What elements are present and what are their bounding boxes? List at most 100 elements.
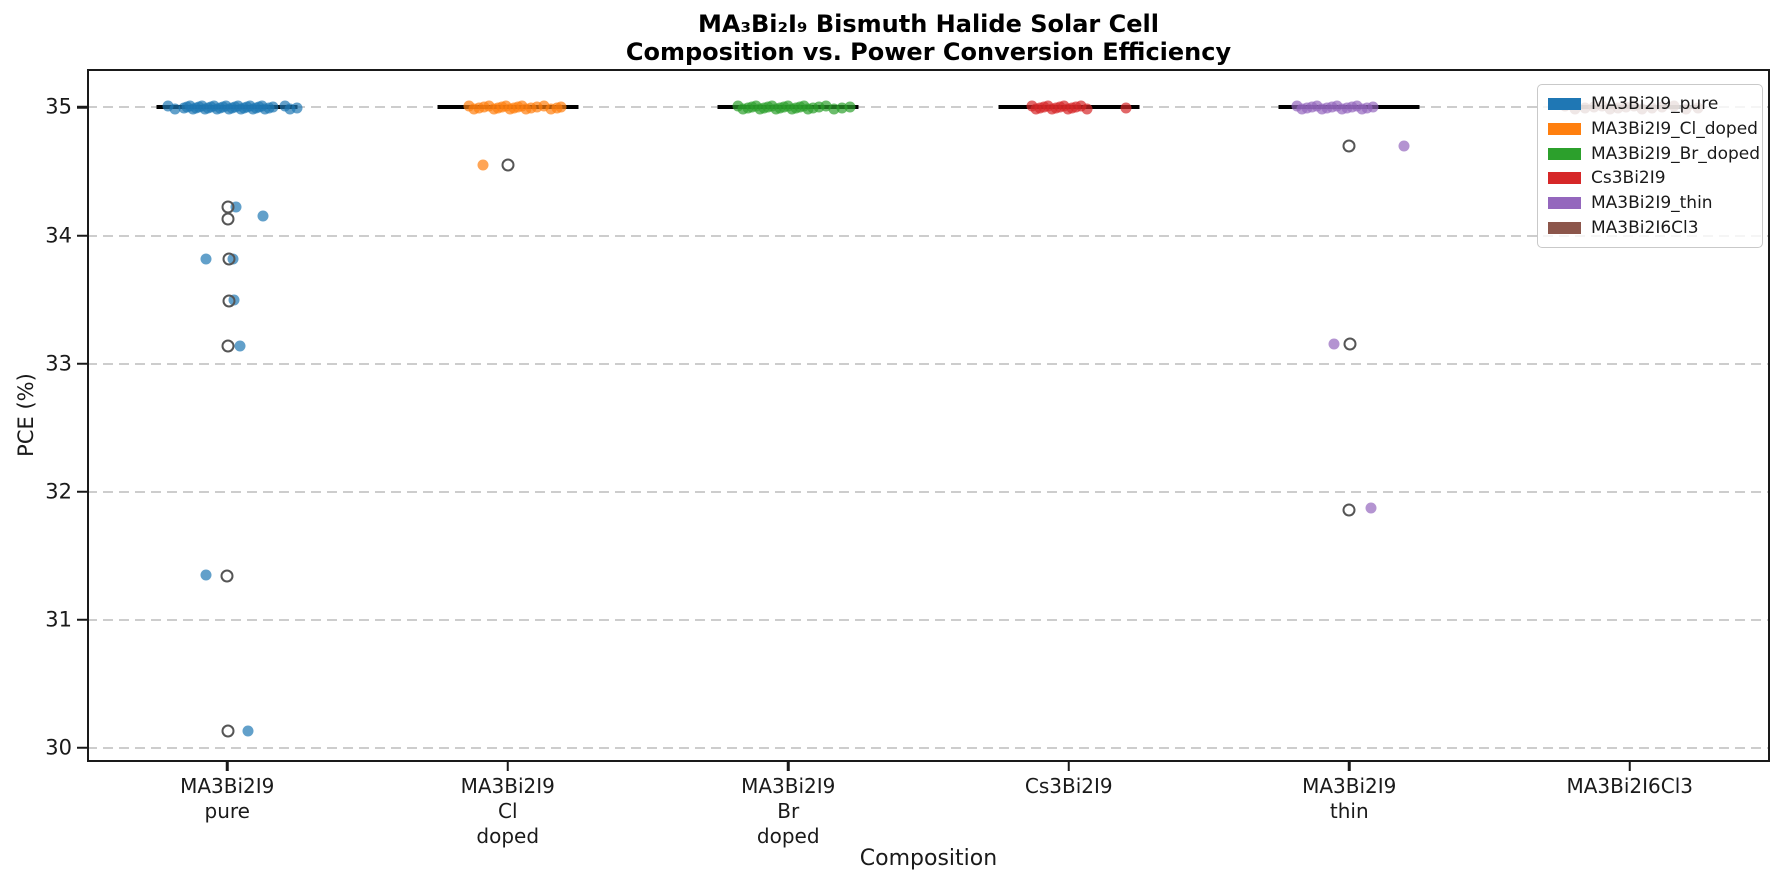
- y-tick-label: 31: [45, 607, 72, 632]
- x-tick-label-line: Cl: [497, 799, 518, 823]
- data-point: [1367, 101, 1379, 113]
- open-marker: [221, 724, 235, 738]
- data-point: [555, 101, 567, 113]
- data-point: [1120, 102, 1132, 114]
- x-tick-label: MA3Bi2I9 thin: [1239, 774, 1459, 824]
- data-point-outlier: [1398, 140, 1410, 152]
- y-tick-label: 34: [45, 223, 72, 248]
- data-point: [1075, 100, 1087, 112]
- legend-swatch: [1548, 196, 1581, 209]
- data-point: [291, 102, 303, 114]
- x-tick-label: MA3Bi2I9 pure: [117, 774, 337, 824]
- gridline: [87, 746, 1770, 749]
- data-point: [836, 102, 848, 114]
- x-tick-label-line: Cs3Bi2I9: [1024, 774, 1113, 798]
- data-point: [813, 101, 825, 113]
- data-point-outlier: [230, 201, 242, 213]
- x-tick-label-line: MA3Bi2I9: [1302, 774, 1397, 798]
- open-marker: [501, 158, 515, 172]
- x-tick-label-line: MA3Bi2I6Cl3: [1566, 774, 1694, 798]
- data-point: [844, 101, 856, 113]
- chart-title-line2: Composition vs. Power Conversion Efficie…: [625, 38, 1232, 66]
- open-marker: [222, 294, 236, 308]
- data-point: [538, 100, 550, 112]
- legend-swatch: [1548, 147, 1581, 160]
- y-axis-label: PCE (%): [14, 373, 38, 457]
- x-tick-label-line: doped: [476, 824, 540, 848]
- legend-swatch: [1548, 122, 1581, 135]
- x-tick-label-line: MA3Bi2I9: [180, 774, 275, 798]
- data-point: [162, 100, 174, 112]
- y-tick-label: 32: [45, 479, 72, 504]
- x-tick-label-line: doped: [756, 824, 820, 848]
- data-point: [284, 103, 296, 115]
- data-point-outlier: [477, 159, 489, 171]
- data-point: [1081, 103, 1093, 115]
- y-tick-mark: [77, 618, 87, 622]
- data-point: [267, 101, 279, 113]
- x-tick-mark: [1348, 762, 1351, 771]
- chart-title-line1: MA₃Bi₂I₉ Bismuth Halide Solar Cell: [698, 10, 1159, 38]
- data-point-outlier: [1365, 502, 1377, 514]
- data-point-outlier: [257, 210, 269, 222]
- open-marker: [1343, 337, 1357, 351]
- x-tick-label: MA3Bi2I9 Cl doped: [398, 774, 618, 849]
- x-tick-label-line: thin: [1329, 799, 1369, 823]
- x-tick-mark: [1628, 762, 1631, 771]
- x-tick-label: MA3Bi2I6Cl3: [1520, 774, 1740, 799]
- legend-label: MA3Bi2I6Cl3: [1591, 217, 1699, 238]
- legend: MA3Bi2I9_pure MA3Bi2I9_Cl_doped MA3Bi2I9_B…: [1537, 84, 1763, 248]
- gridline: [87, 490, 1770, 493]
- x-tick-label-line: MA3Bi2I9: [460, 774, 555, 798]
- legend-item: MA3Bi2I9_pure: [1548, 94, 1752, 114]
- y-tick-mark: [77, 362, 87, 365]
- legend-label: Cs3Bi2I9: [1591, 168, 1666, 189]
- legend-swatch: [1548, 172, 1581, 185]
- open-marker: [1342, 503, 1356, 517]
- y-tick-mark: [77, 746, 87, 750]
- legend-item: MA3Bi2I6Cl3: [1548, 218, 1752, 238]
- legend-label: MA3Bi2I9_Br_doped: [1591, 143, 1761, 164]
- data-point: [820, 100, 832, 112]
- open-marker: [222, 252, 236, 266]
- y-tick-label: 33: [45, 351, 72, 376]
- open-marker: [221, 212, 235, 226]
- data-point-outlier: [234, 340, 246, 352]
- x-tick-label-line: pure: [204, 799, 250, 823]
- data-point: [828, 103, 840, 115]
- data-point: [531, 101, 543, 113]
- data-point-outlier: [1328, 338, 1340, 350]
- x-tick-label-line: Br: [777, 799, 800, 823]
- gridline: [87, 234, 1770, 237]
- y-tick-label: 35: [45, 94, 72, 119]
- data-point: [1361, 102, 1373, 114]
- open-marker: [220, 569, 234, 583]
- plot-area: [87, 69, 1770, 762]
- y-tick-mark: [77, 490, 87, 493]
- legend-item: Cs3Bi2I9: [1548, 168, 1752, 188]
- gridline: [87, 362, 1770, 365]
- y-tick-label: 30: [45, 735, 72, 760]
- x-tick-label: Cs3Bi2I9: [959, 774, 1179, 799]
- open-marker: [221, 339, 235, 353]
- x-tick-mark: [787, 762, 790, 771]
- data-point: [807, 102, 819, 114]
- legend-item: MA3Bi2I9_Cl_doped: [1548, 119, 1758, 139]
- x-axis-label: Composition: [859, 846, 998, 871]
- legend-label: MA3Bi2I9_pure: [1591, 94, 1719, 115]
- x-tick-mark: [506, 762, 509, 771]
- legend-label: MA3Bi2I9_Cl_doped: [1591, 118, 1758, 139]
- data-point: [169, 103, 181, 115]
- x-tick-label: MA3Bi2I9 Br doped: [678, 774, 898, 849]
- x-tick-label-line: MA3Bi2I9: [741, 774, 836, 798]
- data-point: [525, 102, 537, 114]
- y-tick-mark: [77, 234, 87, 237]
- open-marker: [1342, 139, 1356, 153]
- legend-label: MA3Bi2I9_thin: [1591, 192, 1713, 213]
- gridline: [87, 106, 1770, 109]
- gridline: [87, 618, 1770, 621]
- x-tick-mark: [1067, 762, 1070, 771]
- x-tick-mark: [226, 762, 229, 771]
- data-point: [545, 103, 557, 115]
